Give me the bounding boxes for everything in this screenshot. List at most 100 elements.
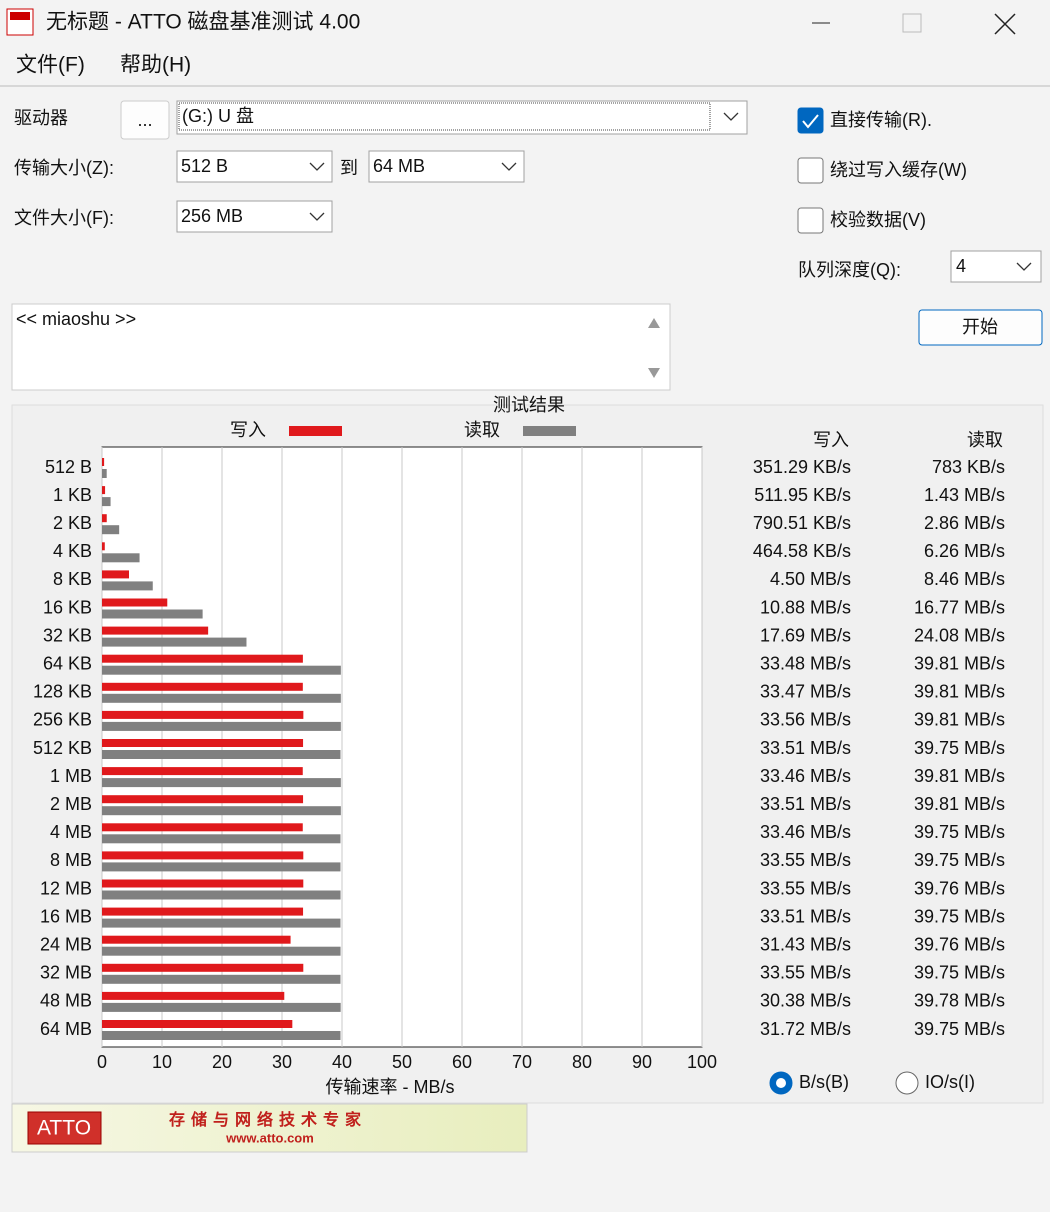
direct-io-label: 直接传输(R). bbox=[830, 110, 932, 130]
read-bar bbox=[102, 721, 341, 731]
read-value: 24.08 MB/s bbox=[914, 625, 1005, 645]
file-size: 256 MB bbox=[181, 206, 243, 226]
x-tick-label: 30 bbox=[272, 1052, 292, 1072]
read-bar bbox=[102, 862, 341, 872]
y-tick-label: 128 KB bbox=[33, 682, 92, 702]
description-box[interactable] bbox=[11, 303, 671, 391]
start-button[interactable] bbox=[918, 309, 1043, 346]
menu-help[interactable]: 帮助(H) bbox=[120, 54, 191, 77]
x-axis-title: 传输速率 - MB/s bbox=[326, 1077, 455, 1097]
scroll-up[interactable] bbox=[648, 318, 660, 328]
read-bar bbox=[102, 469, 107, 478]
column-header: 读取 bbox=[967, 430, 1003, 450]
to-label: 到 bbox=[340, 158, 358, 178]
read-bar bbox=[102, 946, 341, 956]
write-bar bbox=[102, 935, 291, 944]
legend-label: 写入 bbox=[230, 420, 266, 440]
x-tick-label: 60 bbox=[452, 1052, 472, 1072]
y-tick-label: 8 KB bbox=[53, 569, 92, 589]
write-value: 33.55 MB/s bbox=[760, 850, 851, 870]
y-tick-label: 32 MB bbox=[40, 963, 92, 983]
scroll-down[interactable] bbox=[648, 368, 660, 378]
queue-select[interactable] bbox=[950, 250, 1042, 283]
write-bar bbox=[102, 963, 304, 972]
radio-dot bbox=[776, 1078, 786, 1088]
file-size-select[interactable] bbox=[176, 200, 333, 233]
column-header: 写入 bbox=[813, 430, 849, 450]
write-bar bbox=[102, 767, 303, 776]
drive-value: (G:) U 盘 bbox=[182, 106, 254, 126]
transfer-label: 传输大小(Z): bbox=[14, 158, 114, 178]
legend-swatch bbox=[289, 426, 342, 436]
write-bar bbox=[102, 907, 304, 916]
verify-label: 校验数据(V) bbox=[830, 210, 926, 230]
write-bar bbox=[102, 739, 304, 747]
read-value: 39.76 MB/s bbox=[914, 878, 1005, 898]
browse-button[interactable] bbox=[120, 100, 170, 140]
bypass-cache-label: 绕过写入缓存(W) bbox=[830, 160, 967, 180]
checkbox-box bbox=[797, 107, 824, 134]
transfer-from: 512 B bbox=[181, 156, 228, 176]
read-bar bbox=[102, 693, 341, 703]
write-value: 511.95 KB/s bbox=[754, 485, 851, 505]
units-group: B/s(B) IO/s(I) bbox=[769, 1071, 975, 1095]
read-bar bbox=[102, 890, 341, 900]
x-tick-label: 10 bbox=[152, 1052, 172, 1072]
y-tick-label: 512 KB bbox=[33, 738, 92, 758]
y-tick-label: 2 KB bbox=[53, 513, 92, 533]
maximize-button[interactable] bbox=[902, 13, 922, 33]
read-value: 39.75 MB/s bbox=[914, 963, 1005, 983]
banner-slogan: 存储与网络技术专家 bbox=[169, 1110, 367, 1129]
read-bar bbox=[102, 1002, 341, 1012]
window-title: 无标题 - ATTO 磁盘基准测试 4.00 bbox=[46, 11, 360, 34]
close-button[interactable] bbox=[994, 13, 1016, 35]
y-tick-label: 16 MB bbox=[40, 906, 92, 926]
read-bar bbox=[102, 1031, 341, 1040]
legend-label: 读取 bbox=[464, 420, 500, 440]
read-value: 39.75 MB/s bbox=[914, 1019, 1005, 1039]
read-value: 783 KB/s bbox=[932, 457, 1005, 477]
radio[interactable] bbox=[895, 1071, 919, 1095]
y-tick-label: 512 B bbox=[45, 457, 92, 477]
read-bar bbox=[102, 581, 153, 591]
y-tick-label: 256 KB bbox=[33, 710, 92, 730]
write-bar bbox=[102, 542, 105, 551]
y-tick-label: 2 MB bbox=[50, 794, 92, 814]
write-value: 33.46 MB/s bbox=[760, 822, 851, 842]
write-bar bbox=[102, 654, 303, 663]
read-value: 2.86 MB/s bbox=[924, 513, 1005, 533]
verify-checkbox[interactable] bbox=[797, 207, 824, 234]
write-bar bbox=[102, 991, 285, 1000]
read-bar bbox=[102, 553, 140, 563]
write-bar bbox=[102, 710, 304, 719]
drive-focus bbox=[178, 102, 711, 131]
transfer-to-select[interactable] bbox=[368, 150, 525, 183]
x-tick-label: 50 bbox=[392, 1052, 412, 1072]
read-value: 39.81 MB/s bbox=[914, 766, 1005, 786]
browse-button-text: ... bbox=[137, 110, 152, 130]
read-value: 39.81 MB/s bbox=[914, 794, 1005, 814]
write-bar bbox=[102, 514, 107, 523]
write-value: 790.51 KB/s bbox=[753, 513, 851, 533]
menu-file[interactable]: 文件(F) bbox=[16, 54, 85, 77]
write-bar bbox=[102, 1020, 293, 1028]
title-bar bbox=[0, 0, 1050, 46]
chevron bbox=[309, 212, 325, 221]
write-value: 33.51 MB/s bbox=[760, 794, 851, 814]
read-value: 39.81 MB/s bbox=[914, 710, 1005, 730]
write-value: 31.43 MB/s bbox=[760, 934, 851, 954]
bypass-cache-checkbox[interactable] bbox=[797, 157, 824, 184]
checkbox-box bbox=[797, 207, 824, 234]
write-bar bbox=[102, 795, 304, 804]
write-bar bbox=[102, 879, 304, 888]
banner-logo: ATTO bbox=[37, 1117, 91, 1140]
banner-logo-box bbox=[27, 1111, 102, 1145]
transfer-from-select[interactable] bbox=[176, 150, 333, 183]
write-bar bbox=[102, 486, 106, 495]
y-tick-label: 48 MB bbox=[40, 991, 92, 1011]
direct-io-checkbox[interactable] bbox=[797, 107, 824, 134]
x-tick-label: 90 bbox=[632, 1052, 652, 1072]
drive-select[interactable] bbox=[176, 100, 748, 135]
